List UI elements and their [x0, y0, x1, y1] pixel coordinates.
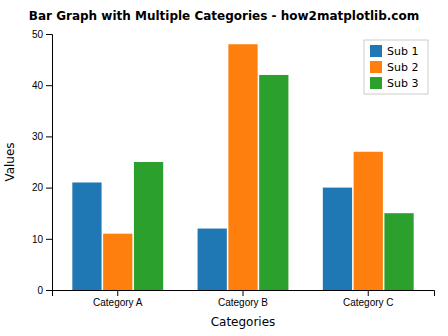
- x-axis: Category A Category B Category C: [53, 290, 435, 308]
- y-axis-title: Values: [3, 142, 17, 181]
- y-tick-mark: [46, 290, 52, 291]
- y-tick: 50: [32, 29, 52, 40]
- bar: [228, 44, 257, 290]
- x-tick-mark: [117, 290, 118, 296]
- y-tick-label: 40: [32, 80, 44, 91]
- y-tick-label: 50: [32, 29, 44, 40]
- bar-series: [72, 182, 352, 290]
- x-tick-label: Category B: [218, 297, 268, 308]
- y-tick: 30: [32, 131, 52, 142]
- y-tick: 20: [32, 182, 52, 193]
- y-tick: 40: [32, 80, 52, 91]
- legend-box: [364, 40, 428, 94]
- legend-item: Sub 3: [370, 77, 418, 90]
- x-tick: Category C: [343, 290, 394, 308]
- x-axis-title: Categories: [211, 315, 276, 329]
- x-tick-label: Category A: [93, 297, 143, 308]
- bar: [323, 188, 352, 290]
- y-axis-line: [46, 35, 53, 291]
- bar: [259, 75, 288, 290]
- bar-series: [103, 44, 383, 290]
- x-tick: Category B: [218, 290, 268, 308]
- bar: [134, 162, 163, 290]
- x-tick-mark: [368, 290, 369, 296]
- bar: [103, 234, 132, 290]
- y-tick-mark: [46, 34, 52, 35]
- y-tick-mark: [46, 136, 52, 137]
- legend-label: Sub 3: [387, 77, 418, 90]
- y-tick-mark: [46, 188, 52, 189]
- bar-series: [134, 75, 414, 290]
- bar: [198, 229, 227, 290]
- y-tick-mark: [46, 239, 52, 240]
- bar: [72, 182, 101, 290]
- x-tick: Category A: [93, 290, 143, 308]
- legend-item: Sub 1: [370, 45, 418, 58]
- chart: Category A Category B Category C 0 10 20 30 40 5…: [0, 0, 448, 336]
- y-tick-label: 30: [32, 131, 44, 142]
- legend-swatch: [370, 61, 382, 73]
- bar: [354, 152, 383, 290]
- legend-label: Sub 2: [387, 61, 418, 74]
- y-tick: 0: [37, 285, 52, 296]
- x-axis-line: [53, 291, 435, 297]
- y-tick-label: 20: [32, 182, 44, 193]
- title: Bar Graph with Multiple Categories - how…: [29, 9, 419, 23]
- y-tick-mark: [46, 85, 52, 86]
- legend-swatch: [370, 77, 382, 89]
- plot-area: Category A Category B Category C 0 10 20 30 40 5…: [32, 29, 435, 308]
- y-tick-label: 10: [32, 234, 44, 245]
- legend-item: Sub 2: [370, 61, 418, 74]
- bar: [384, 213, 413, 290]
- legend: Sub 1 Sub 2 Sub 3: [364, 40, 428, 94]
- bars: [72, 44, 413, 290]
- y-tick-label: 0: [37, 285, 43, 296]
- legend-swatch: [370, 45, 382, 57]
- y-tick: 10: [32, 234, 52, 245]
- x-tick-mark: [243, 290, 244, 296]
- y-axis: 0 10 20 30 40 50: [32, 29, 53, 296]
- legend-label: Sub 1: [387, 45, 418, 58]
- x-tick-label: Category C: [343, 297, 394, 308]
